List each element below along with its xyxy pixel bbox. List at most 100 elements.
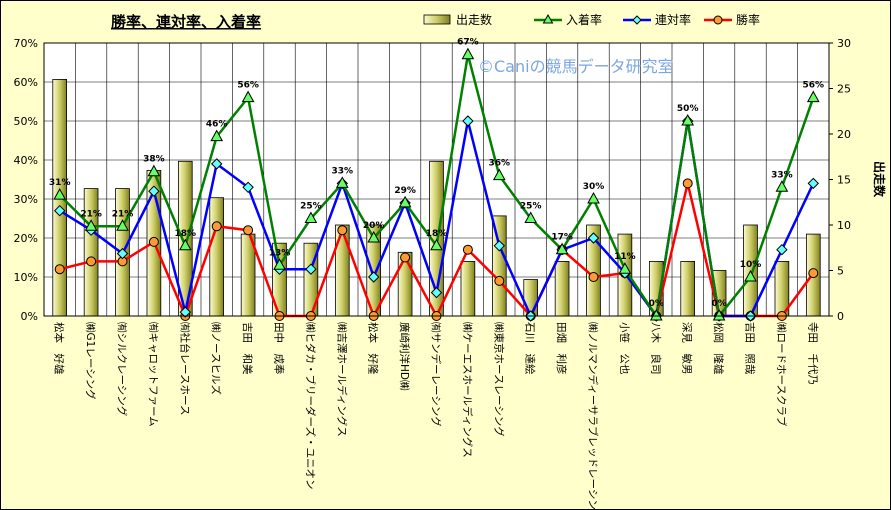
legend-label: 出走数 xyxy=(456,12,492,27)
x-tick-label: 吉田 照哉 xyxy=(744,322,757,375)
data-label: 21% xyxy=(80,209,102,219)
y-tick-label: 10% xyxy=(14,271,38,284)
data-label: 25% xyxy=(300,202,322,212)
data-label: 38% xyxy=(143,155,165,165)
point xyxy=(178,238,192,251)
point xyxy=(54,264,65,275)
point xyxy=(53,204,66,217)
y-tick-label: 70% xyxy=(14,37,38,50)
point xyxy=(210,129,224,142)
point xyxy=(806,90,820,103)
bar xyxy=(554,260,570,317)
point xyxy=(430,286,443,299)
gridlines xyxy=(43,42,830,317)
point xyxy=(555,242,569,255)
y-tick-label: 30% xyxy=(14,193,38,206)
legend-swatch xyxy=(423,14,451,25)
bar xyxy=(334,224,350,317)
data-label: 20% xyxy=(363,221,385,231)
bar xyxy=(460,260,476,317)
point xyxy=(305,263,317,275)
y2-tick-label: 0 xyxy=(837,310,844,323)
point xyxy=(461,47,475,60)
data-label: 36% xyxy=(489,159,511,169)
x-tick-label: 松本 好雄 xyxy=(53,322,66,375)
x-tick-label: 廣崎利洋HD㈱ xyxy=(398,322,411,391)
point xyxy=(367,230,381,243)
x-tick-label: ㈱G1レーシング xyxy=(84,322,97,400)
y-tick-label: 20% xyxy=(14,232,38,245)
point xyxy=(492,168,506,181)
x-tick-label: 松本 好隆 xyxy=(367,322,380,375)
point xyxy=(712,308,726,321)
data-label: 25% xyxy=(520,202,542,212)
bar xyxy=(680,260,696,317)
point xyxy=(400,252,411,263)
point xyxy=(649,308,663,321)
x-tick-label: 田畑 利彦 xyxy=(555,322,568,375)
data-label: 21% xyxy=(112,209,134,219)
point xyxy=(588,272,599,282)
data-label: 31% xyxy=(49,178,71,188)
point xyxy=(462,115,474,127)
y2-tick-label: 5 xyxy=(837,265,844,278)
point xyxy=(524,211,538,223)
x-tick-label: ㈲社台レースホース xyxy=(178,322,191,415)
point xyxy=(808,268,819,279)
legend-marker xyxy=(713,15,723,25)
point xyxy=(430,238,443,251)
x-tick-label: 八木 良司 xyxy=(649,322,662,375)
x-tick-label: ㈱ノースヒルズ xyxy=(210,322,223,395)
legend-marker xyxy=(542,13,554,24)
x-tick-label: ㈲キャロットファーム xyxy=(147,322,159,427)
point xyxy=(116,219,129,231)
point xyxy=(210,158,223,170)
point xyxy=(462,244,473,255)
y-tick-label: 50% xyxy=(14,115,38,128)
point xyxy=(242,181,254,194)
x-tick-label: 寺田 千代乃 xyxy=(806,322,818,385)
data-label: 18% xyxy=(426,229,448,239)
line-series xyxy=(53,47,820,322)
x-tick-label: ㈱ヒダカ・ブリーダーズ・ユニオン xyxy=(304,322,317,489)
legend-label: 入着率 xyxy=(566,12,602,27)
data-labels: 31%21% 21%38%18%46%56%13%25%33%20%29%18%6… xyxy=(49,38,824,309)
point xyxy=(241,90,255,103)
x-tick-label: 田中 成奉 xyxy=(273,322,286,375)
point xyxy=(681,113,695,126)
data-label: 17% xyxy=(551,233,573,243)
data-label: 56% xyxy=(803,81,825,91)
data-label: 29% xyxy=(394,186,416,196)
y2-tick-label: 25 xyxy=(837,83,851,96)
point xyxy=(807,177,820,190)
bar-series xyxy=(52,79,821,317)
point xyxy=(116,247,129,260)
data-label: 0% xyxy=(711,299,726,309)
point xyxy=(776,243,788,256)
watermark: ©Caniの競馬データ研究室 xyxy=(478,57,674,76)
point xyxy=(775,180,789,192)
x-tick-label: ㈲サンデーレーシング xyxy=(430,322,443,427)
legend-label: 連対率 xyxy=(655,12,691,27)
point xyxy=(273,258,286,270)
point xyxy=(744,269,757,282)
point xyxy=(682,178,693,189)
y-tick-label: 60% xyxy=(14,76,38,89)
point xyxy=(587,232,600,244)
point xyxy=(211,221,222,232)
x-tick-label: ㈲シルクレーシング xyxy=(116,322,129,417)
y-tick-label: 0% xyxy=(21,310,38,323)
data-label: 33% xyxy=(332,166,354,176)
point xyxy=(304,211,318,223)
point xyxy=(179,306,192,318)
point xyxy=(86,256,97,267)
y2-axis-label: 出走数 xyxy=(872,161,887,198)
point xyxy=(147,164,161,177)
x-tick-label: ㈱ノルマンディーサラブレッドレーシング xyxy=(587,322,600,509)
y2-tick-label: 20 xyxy=(837,128,851,141)
x-tick-label: 松岡 隆雄 xyxy=(712,322,725,375)
y2-tick-label: 30 xyxy=(837,37,851,50)
chart-title: 勝率、連対率、入着率 xyxy=(111,13,261,31)
